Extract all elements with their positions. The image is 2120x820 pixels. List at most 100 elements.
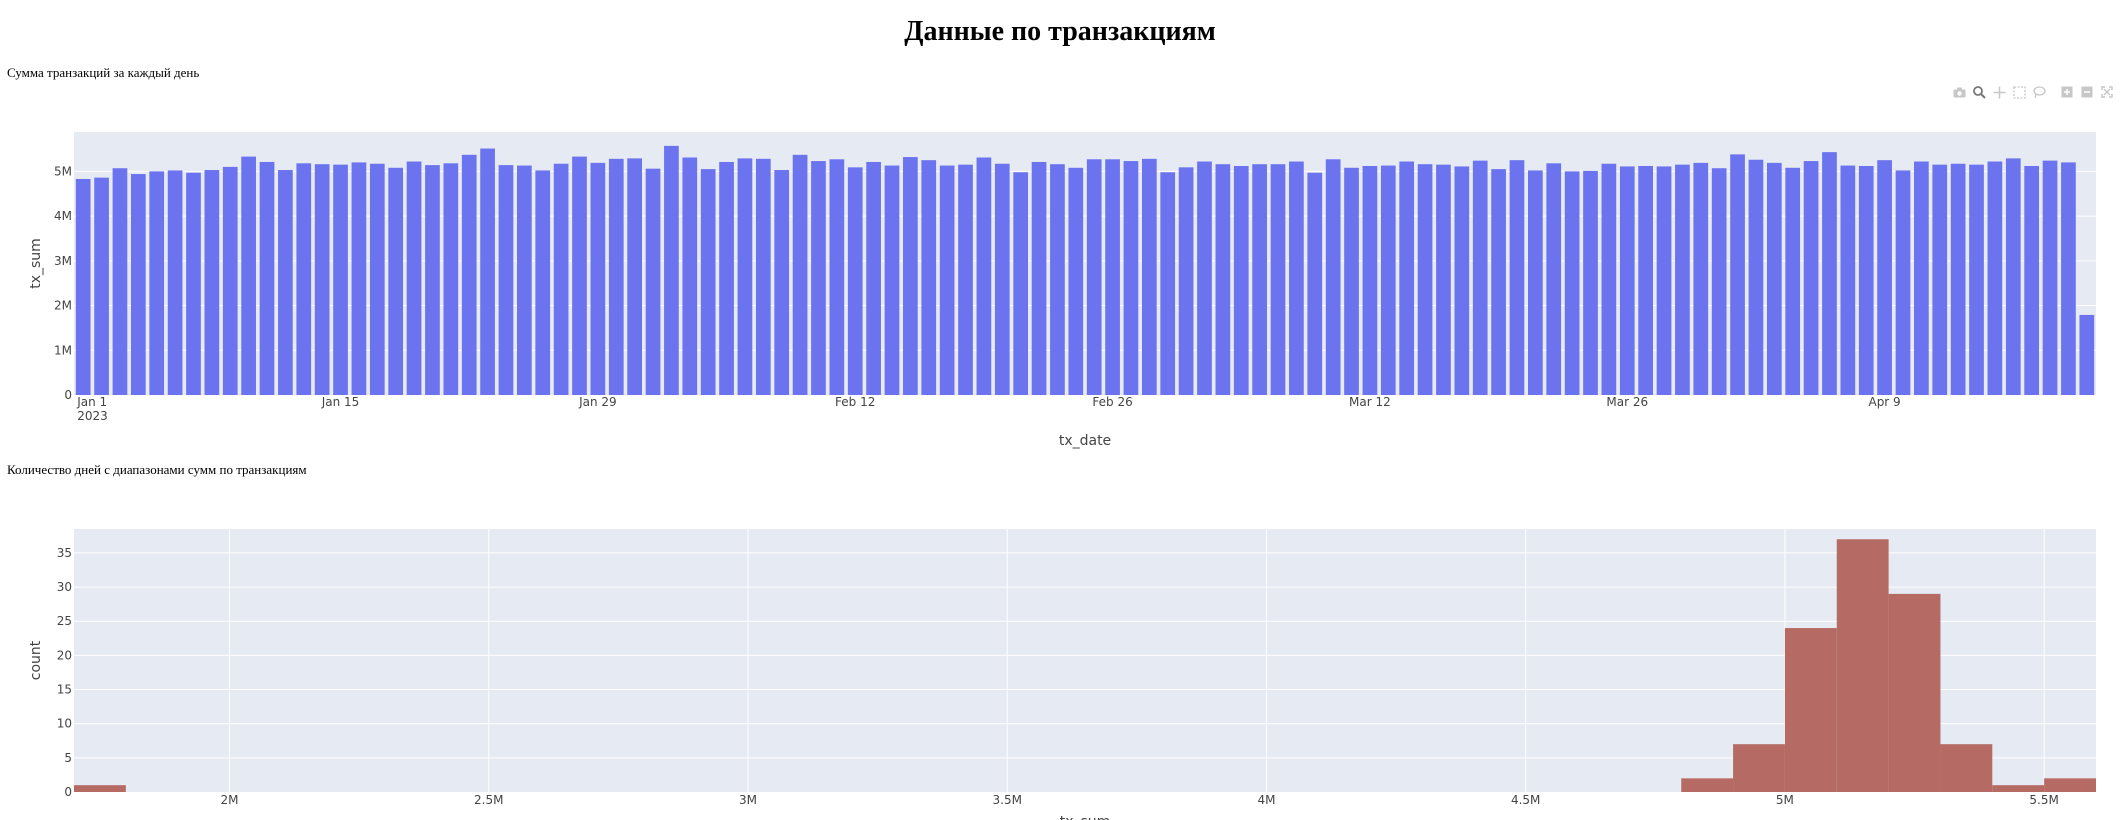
lasso-icon[interactable] [2032, 85, 2046, 99]
daily-bar [130, 174, 146, 395]
daily-bar [1803, 161, 1819, 395]
x-tick-label: 5.5M [2029, 793, 2058, 807]
x-tick-label: 3M [739, 793, 757, 807]
daily-bar [1711, 168, 1727, 395]
x-tick-label: Jan 29 [578, 395, 617, 409]
zoom-icon[interactable] [1972, 85, 1986, 99]
y-axis-title: count [28, 640, 44, 680]
x-tick-label: 2.5M [474, 793, 503, 807]
daily-bar [241, 156, 256, 395]
daily-bar [1950, 163, 1966, 395]
x-tick-label: 3.5M [993, 793, 1022, 807]
daily-bar [774, 170, 790, 395]
x-tick-label: Jan 15 [321, 395, 360, 409]
daily-bar [884, 165, 900, 395]
x-tick-label: Mar 12 [1349, 395, 1391, 409]
daily-bar [700, 169, 716, 395]
daily-bar [590, 162, 606, 395]
daily-bar [1766, 162, 1782, 395]
y-tick-label: 20 [57, 648, 72, 662]
daily-bar [204, 170, 220, 395]
daily-bar [829, 159, 845, 395]
histogram-bar [1992, 785, 2045, 792]
daily-bar [664, 145, 679, 395]
daily-bar [976, 157, 992, 395]
daily-bar [1252, 164, 1267, 395]
daily-bar [1619, 166, 1635, 395]
histogram-bar [74, 785, 126, 792]
daily-bar [1730, 154, 1745, 395]
daily-bar [112, 168, 128, 395]
x-tick-label: Jan 1 2023 [76, 395, 108, 423]
zoom-out-icon[interactable] [2080, 85, 2094, 99]
daily-bar [608, 158, 624, 395]
daily-bar [553, 163, 569, 395]
chart-toolbar [1952, 83, 2114, 101]
histogram-bar [1940, 744, 1993, 792]
daily-bar [1987, 161, 2003, 395]
histogram-bar [1733, 744, 1785, 792]
daily-bar [1068, 167, 1084, 395]
daily-bar [388, 167, 404, 395]
daily-bar [1325, 159, 1341, 395]
daily-bar [535, 170, 551, 395]
y-tick-label: 25 [57, 614, 72, 628]
autoscale-icon[interactable] [2100, 85, 2114, 99]
y-tick-label: 15 [57, 683, 72, 697]
daily-bar [1564, 171, 1580, 395]
daily-bar [314, 164, 330, 395]
daily-bar [480, 148, 495, 395]
daily-bar [1528, 170, 1543, 395]
y-tick-label: 5M [54, 164, 72, 178]
daily-bar [1895, 170, 1911, 395]
daily-bar [1380, 165, 1396, 395]
daily-bar [1601, 163, 1617, 395]
daily-bar [1693, 162, 1709, 395]
histogram-bar [2044, 778, 2096, 792]
daily-bar [1472, 160, 1488, 395]
y-tick-label: 1M [54, 343, 72, 357]
daily-bar [75, 178, 91, 395]
daily-bar [939, 165, 955, 395]
daily-bar [333, 164, 348, 395]
y-tick-label: 10 [57, 717, 72, 731]
daily-bar [351, 162, 367, 395]
daily-bar [903, 157, 918, 395]
pan-icon[interactable] [1992, 85, 2006, 99]
daily-bar [369, 163, 385, 395]
daily-sum-chart[interactable]: 0 1M 2M 3M 4M 5M Jan 1 2023 Jan 15 Jan 29 Feb 12 Fe… [0, 82, 2120, 452]
daily-bar [1307, 172, 1323, 395]
daily-bar [425, 165, 440, 395]
y-tick-label: 35 [57, 546, 72, 560]
x-tick-label: Feb 26 [1092, 395, 1132, 409]
histogram-bar [1784, 628, 1837, 792]
daily-bar [278, 170, 293, 395]
x-tick-label: 2M [221, 793, 239, 807]
daily-bar [1969, 164, 1984, 395]
daily-bar [1785, 167, 1801, 395]
daily-bar [1215, 164, 1231, 395]
daily-bar [1050, 164, 1065, 395]
daily-bar [1877, 160, 1892, 395]
daily-bar [167, 170, 183, 395]
daily-bar [406, 161, 422, 395]
box-select-icon[interactable] [2012, 85, 2026, 99]
daily-bar [186, 172, 201, 395]
zoom-in-icon[interactable] [2060, 85, 2074, 99]
histogram-bar [1888, 593, 1941, 792]
x-tick-label: Apr 9 [1868, 395, 1900, 409]
daily-bar [1233, 165, 1249, 395]
camera-icon[interactable] [1952, 85, 1966, 99]
y-tick-label: 5 [64, 751, 72, 765]
daily-bar [627, 158, 642, 395]
y-tick-label: 0 [64, 388, 72, 402]
daily-bar [921, 160, 937, 395]
daily-bar [1289, 161, 1304, 395]
daily-bar [866, 161, 881, 395]
daily-bar [682, 157, 698, 395]
daily-bar [645, 168, 661, 395]
x-tick-label: Mar 26 [1606, 395, 1648, 409]
daily-bar [1417, 164, 1433, 395]
daily-bar [1638, 165, 1653, 395]
histogram-chart[interactable]: 0 5 10 15 20 25 30 35 2M 2.5M 3M 3.5M 4M 4.5M 5M 5.5M tx… [0, 480, 2120, 820]
